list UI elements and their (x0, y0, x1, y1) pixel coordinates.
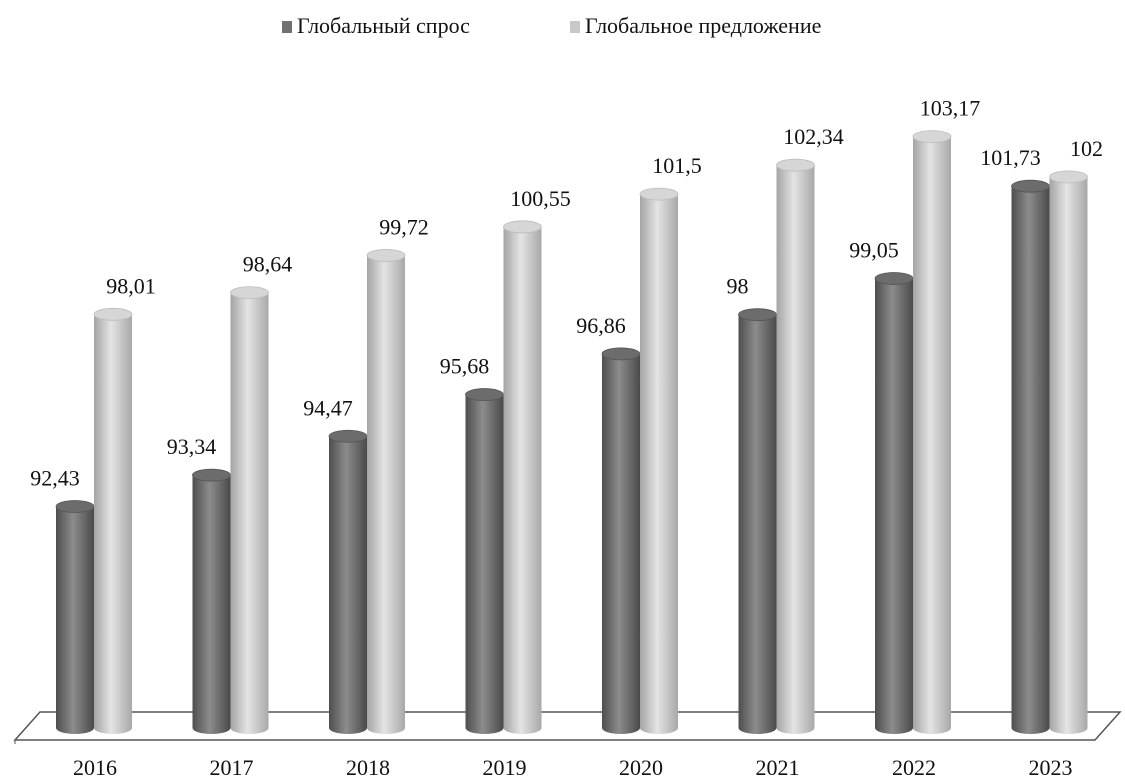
bar (874, 272, 914, 734)
bar-top (601, 347, 641, 361)
legend-label: Глобальное предложение (585, 13, 821, 38)
bar (503, 220, 542, 734)
data-label: 98,01 (106, 273, 156, 298)
data-label: 103,17 (920, 96, 981, 121)
bar-top (503, 220, 542, 234)
x-tick-label: 2023 (1029, 755, 1073, 780)
data-label: 93,34 (167, 434, 217, 459)
data-label: 94,47 (303, 395, 353, 420)
bar-body (94, 314, 132, 728)
bar-top (328, 429, 368, 443)
bar-top (874, 272, 914, 285)
legend-swatch (570, 21, 580, 33)
bar-top (1049, 170, 1088, 184)
bar (601, 347, 641, 734)
bar-body (640, 194, 678, 729)
bar-body (465, 394, 504, 728)
data-label: 99,72 (379, 214, 429, 239)
legend-label: Глобальный спрос (297, 13, 470, 38)
x-tick-label: 2020 (619, 755, 663, 780)
bar-top (55, 500, 95, 513)
bar-top (366, 249, 406, 262)
bar (55, 500, 95, 734)
data-label: 92,43 (30, 466, 80, 491)
data-label: 95,68 (440, 354, 490, 379)
bar-top (93, 307, 133, 321)
bar (912, 130, 952, 734)
x-tick-label: 2019 (483, 755, 527, 780)
bar (776, 158, 815, 734)
bar-body (230, 292, 269, 728)
bar-body (602, 353, 640, 728)
bar-body (367, 255, 405, 728)
bar (738, 308, 777, 734)
bar-body (503, 226, 542, 729)
bar-body (329, 436, 367, 728)
bar-body (776, 165, 815, 728)
bar-body (1049, 176, 1088, 728)
bar-top (192, 468, 231, 482)
bar-top (738, 308, 777, 322)
bar (1011, 179, 1050, 734)
bar-body (56, 506, 94, 728)
bar-body (738, 314, 777, 728)
bar-body (1011, 186, 1050, 728)
bar (192, 468, 231, 734)
bar (639, 187, 679, 734)
data-label: 100,55 (510, 186, 571, 211)
x-tick-label: 2017 (210, 755, 254, 780)
x-tick-label: 2021 (756, 755, 800, 780)
bar-top (639, 187, 679, 201)
bar-top (230, 286, 269, 300)
bar-body (875, 278, 913, 728)
floor (13, 711, 1122, 741)
data-label: 99,05 (849, 238, 899, 263)
data-label: 101,5 (652, 153, 702, 178)
data-label: 98,64 (243, 252, 293, 277)
data-label: 96,86 (576, 313, 626, 338)
data-label: 102 (1070, 136, 1103, 161)
data-label: 102,34 (783, 124, 844, 149)
bar (93, 307, 133, 734)
bar-body (192, 475, 231, 728)
legend-swatch (282, 21, 292, 33)
data-label: 98 (727, 274, 749, 299)
bar-top (465, 388, 504, 401)
x-tick-label: 2022 (892, 755, 936, 780)
x-tick-label: 2016 (73, 755, 117, 780)
bar-body (913, 136, 951, 729)
bar-top (1011, 179, 1050, 193)
bar (366, 249, 406, 734)
bar (230, 286, 269, 734)
bar-top (776, 158, 815, 172)
x-tick-label: 2018 (346, 755, 390, 780)
bar-top (912, 130, 952, 143)
bar (328, 429, 368, 734)
bar (465, 388, 504, 734)
bar (1049, 170, 1088, 734)
data-label: 101,73 (980, 145, 1041, 170)
